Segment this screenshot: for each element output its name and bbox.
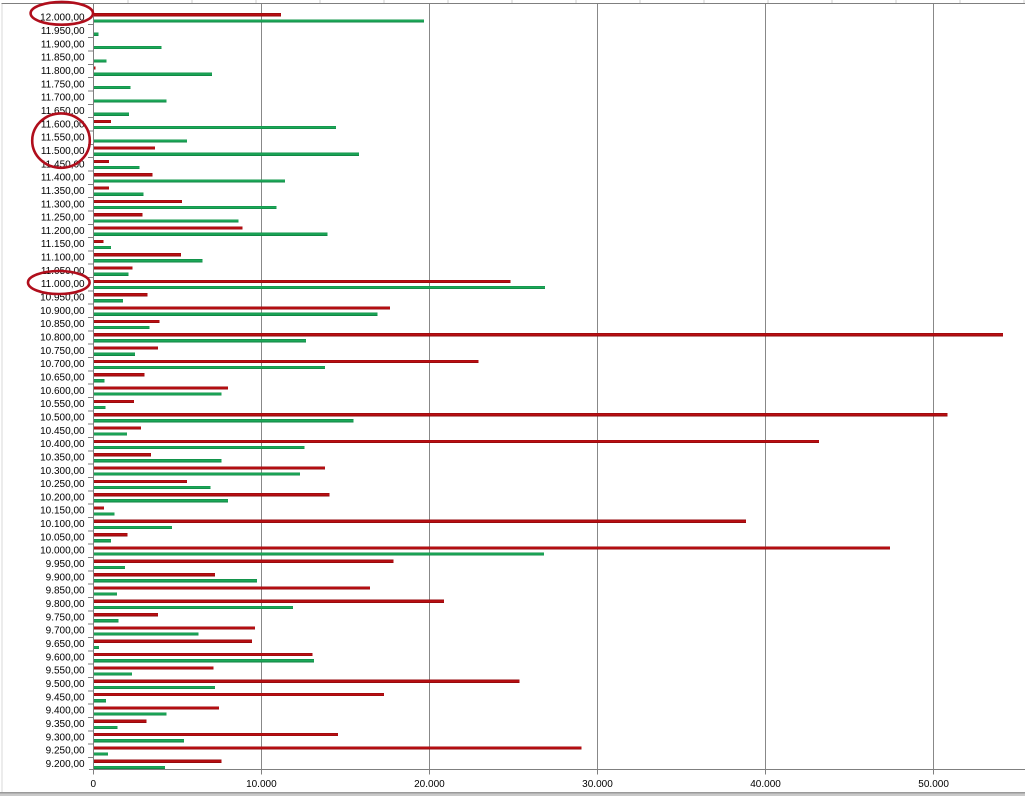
svg-text:11.450,00: 11.450,00 xyxy=(41,159,85,170)
svg-text:10.400,00: 10.400,00 xyxy=(40,439,85,450)
svg-text:10.350,00: 10.350,00 xyxy=(40,452,85,463)
svg-text:11.300,00: 11.300,00 xyxy=(41,199,85,210)
svg-text:11.650,00: 11.650,00 xyxy=(41,106,85,117)
svg-text:11.000,00: 11.000,00 xyxy=(41,279,85,290)
svg-text:9.600,00: 9.600,00 xyxy=(46,652,85,663)
svg-text:0: 0 xyxy=(91,779,97,790)
svg-text:50.000: 50.000 xyxy=(918,779,949,790)
svg-text:9.400,00: 9.400,00 xyxy=(46,706,85,717)
svg-text:11.500,00: 11.500,00 xyxy=(41,146,85,157)
svg-text:10.800,00: 10.800,00 xyxy=(40,333,85,344)
svg-text:11.700,00: 11.700,00 xyxy=(41,93,85,104)
svg-text:10.300,00: 10.300,00 xyxy=(40,466,85,477)
svg-text:11.550,00: 11.550,00 xyxy=(41,133,85,144)
svg-text:11.900,00: 11.900,00 xyxy=(41,39,85,50)
svg-text:10.650,00: 10.650,00 xyxy=(40,372,85,383)
svg-text:10.750,00: 10.750,00 xyxy=(40,346,85,357)
svg-text:9.950,00: 9.950,00 xyxy=(46,559,85,570)
svg-text:11.350,00: 11.350,00 xyxy=(41,186,85,197)
svg-text:9.750,00: 9.750,00 xyxy=(46,612,85,623)
svg-text:12.000,00: 12.000,00 xyxy=(40,13,85,24)
svg-text:9.450,00: 9.450,00 xyxy=(46,692,85,703)
svg-text:9.250,00: 9.250,00 xyxy=(46,746,85,757)
svg-text:10.900,00: 10.900,00 xyxy=(40,306,85,317)
svg-text:11.750,00: 11.750,00 xyxy=(41,79,85,90)
svg-text:11.100,00: 11.100,00 xyxy=(41,253,85,264)
svg-text:11.200,00: 11.200,00 xyxy=(41,226,85,237)
svg-text:10.000,00: 10.000,00 xyxy=(40,546,85,557)
svg-text:10.150,00: 10.150,00 xyxy=(40,506,85,517)
svg-text:9.300,00: 9.300,00 xyxy=(46,732,85,743)
svg-text:9.500,00: 9.500,00 xyxy=(46,679,85,690)
svg-text:40.000: 40.000 xyxy=(750,779,781,790)
svg-text:10.950,00: 10.950,00 xyxy=(40,293,85,304)
svg-text:10.000: 10.000 xyxy=(246,779,277,790)
svg-text:9.200,00: 9.200,00 xyxy=(46,759,85,770)
svg-text:11.800,00: 11.800,00 xyxy=(41,66,85,77)
svg-text:10.850,00: 10.850,00 xyxy=(40,319,85,330)
svg-text:10.550,00: 10.550,00 xyxy=(40,399,85,410)
svg-text:9.650,00: 9.650,00 xyxy=(46,639,85,650)
svg-text:10.700,00: 10.700,00 xyxy=(40,359,85,370)
svg-text:30.000: 30.000 xyxy=(582,779,613,790)
svg-text:9.850,00: 9.850,00 xyxy=(46,586,85,597)
svg-text:9.800,00: 9.800,00 xyxy=(46,599,85,610)
svg-text:11.250,00: 11.250,00 xyxy=(41,213,85,224)
svg-text:9.900,00: 9.900,00 xyxy=(46,572,85,583)
svg-text:10.200,00: 10.200,00 xyxy=(40,492,85,503)
svg-text:10.050,00: 10.050,00 xyxy=(40,532,85,543)
svg-text:20.000: 20.000 xyxy=(414,779,445,790)
svg-text:10.450,00: 10.450,00 xyxy=(40,426,85,437)
svg-text:9.700,00: 9.700,00 xyxy=(46,626,85,637)
svg-text:11.850,00: 11.850,00 xyxy=(41,53,85,64)
svg-text:11.950,00: 11.950,00 xyxy=(41,26,85,37)
svg-text:10.500,00: 10.500,00 xyxy=(40,412,85,423)
svg-text:11.400,00: 11.400,00 xyxy=(41,173,85,184)
svg-text:10.100,00: 10.100,00 xyxy=(40,519,85,530)
svg-text:11.150,00: 11.150,00 xyxy=(41,239,85,250)
svg-text:10.600,00: 10.600,00 xyxy=(40,386,85,397)
svg-text:9.550,00: 9.550,00 xyxy=(46,666,85,677)
svg-text:10.250,00: 10.250,00 xyxy=(40,479,85,490)
svg-text:9.350,00: 9.350,00 xyxy=(46,719,85,730)
svg-text:11.600,00: 11.600,00 xyxy=(41,119,85,130)
